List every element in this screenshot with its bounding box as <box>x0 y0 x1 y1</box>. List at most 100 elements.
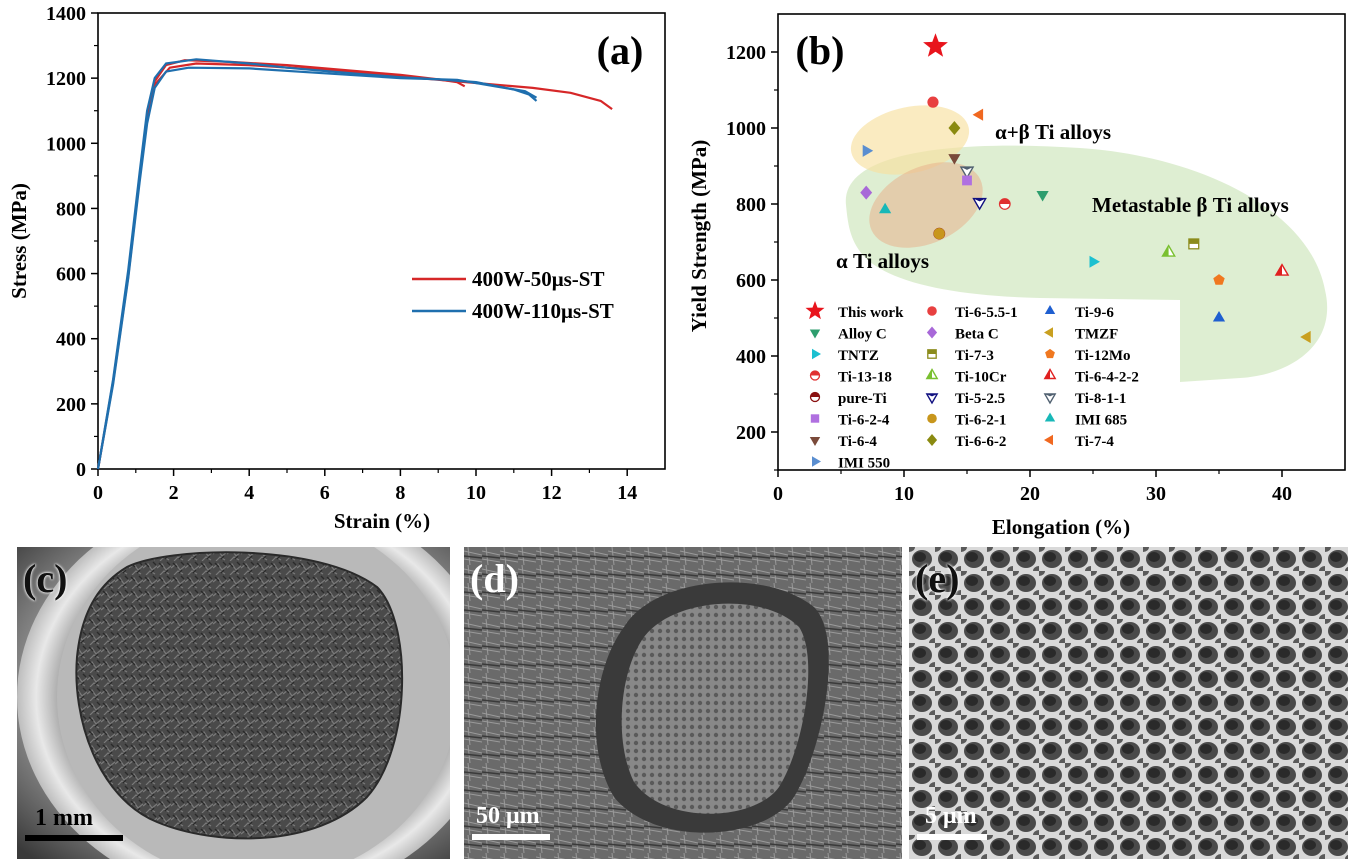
legend-marker-14 <box>1043 393 1057 405</box>
legend-marker-20 <box>1044 434 1053 446</box>
legend-label-6: TNTZ <box>838 348 879 364</box>
scale-bar-e <box>917 834 987 840</box>
x-tick-label-a: 0 <box>93 482 103 504</box>
panel-label-d: (d) <box>470 556 519 601</box>
legend-marker-16 <box>927 413 937 424</box>
legend-marker-5 <box>1044 327 1053 338</box>
legend-label-15: Ti-6-2-4 <box>838 413 890 429</box>
dimple-morphology-image: (e) 5 μm <box>909 547 1348 859</box>
data-point-20 <box>972 108 984 121</box>
data-point-4 <box>860 185 873 200</box>
y-tick-label-b: 800 <box>736 194 766 216</box>
y-tick-label-a: 1400 <box>46 3 86 25</box>
legend-label-10: Ti-10Cr <box>955 370 1007 386</box>
data-point-21 <box>862 144 874 157</box>
data-point-3 <box>1036 191 1049 202</box>
x-tick-label-a: 12 <box>542 482 562 504</box>
x-tick-label-b: 10 <box>894 483 914 505</box>
legend-marker-18 <box>809 437 821 446</box>
x-tick-label-b: 0 <box>773 483 783 505</box>
panel-label-a: (a) <box>597 28 644 73</box>
region-label-alpha-beta: α+β Ti alloys <box>995 120 1111 144</box>
legend-marker-21 <box>812 456 821 467</box>
fracture-overview-graphic <box>17 547 450 859</box>
fracture-overview-image: (c) 1 mm <box>17 547 450 859</box>
legend-label-4: Beta C <box>955 327 999 343</box>
panel-label-c: (c) <box>23 556 68 601</box>
fracture-detail-image: (d) 50 μm <box>464 547 902 859</box>
series-line-3 <box>96 66 538 470</box>
y-tick-label-b: 1000 <box>726 118 766 140</box>
y-tick-label-a: 400 <box>56 329 86 351</box>
data-point-5 <box>1300 330 1311 344</box>
legend-label-17: IMI 685 <box>1075 413 1127 429</box>
legend-marker-19 <box>926 434 938 446</box>
alpha-beta-region <box>850 105 970 175</box>
data-point-6 <box>1089 255 1100 268</box>
data-point-18 <box>948 154 961 165</box>
legend-label-50us: 400W-50μs-ST <box>472 267 604 291</box>
data-point-19 <box>948 121 961 135</box>
legend-label-20: Ti-7-4 <box>1075 434 1114 450</box>
legend-marker-7 <box>927 349 937 359</box>
alpha-region <box>869 162 983 248</box>
data-point-16 <box>933 228 945 240</box>
legend-marker-6 <box>812 348 821 360</box>
data-point-17 <box>879 202 892 214</box>
legend-marker-8 <box>1045 348 1055 359</box>
y-tick-label-b: 400 <box>736 346 766 368</box>
data-point-11 <box>1274 263 1290 276</box>
x-tick-label-a: 10 <box>466 482 486 504</box>
dimple-morphology-graphic <box>909 547 1348 859</box>
scale-label-e: 5 μm <box>925 803 977 829</box>
legend-label-9: Ti-13-18 <box>838 370 892 386</box>
stress-strain-chart: 0 2 4 6 8 10 12 14 0 200 400 600 800 1000 1200 1400 (a)… <box>7 3 666 533</box>
data-point-13 <box>972 197 987 211</box>
legend-label-3: Alloy C <box>838 327 887 343</box>
legend-label-13: Ti-5-2.5 <box>955 391 1005 407</box>
legend-marker-13 <box>925 393 939 405</box>
data-point-8 <box>1213 274 1225 285</box>
legend-marker-10 <box>925 368 939 380</box>
legend-label-21: IMI 550 <box>838 456 890 472</box>
fracture-detail-graphic <box>464 547 902 859</box>
legend-marker-15 <box>810 414 820 423</box>
legend-marker-17 <box>1044 412 1056 422</box>
region-label-alpha: α Ti alloys <box>836 249 929 273</box>
y-tick-label-b: 1200 <box>726 42 766 64</box>
legend-b: This work Ti-6-5.5-1 Ti-9-6 Alloy C Beta C TM… <box>805 301 1139 472</box>
legend-a: 400W-50μs-ST 400W-110μs-ST <box>412 267 614 323</box>
data-point-1 <box>927 96 939 108</box>
y-tick-label-a: 800 <box>56 198 86 220</box>
legend-marker-3 <box>809 329 821 339</box>
legend-label-19: Ti-6-6-2 <box>955 434 1006 450</box>
x-axis-label-b: Elongation (%) <box>992 515 1130 539</box>
legend-label-14: Ti-8-1-1 <box>1075 391 1126 407</box>
x-tick-label-b: 20 <box>1020 483 1040 505</box>
data-point-10 <box>1161 244 1176 257</box>
scale-label-d: 50 μm <box>476 803 540 829</box>
y-tick-label-a: 200 <box>56 394 86 416</box>
legend-label-11: Ti-6-4-2-2 <box>1075 370 1139 386</box>
legend-label-12: pure-Ti <box>838 391 887 407</box>
legend-label-110us: 400W-110μs-ST <box>472 299 614 323</box>
data-point-2 <box>1212 311 1226 322</box>
legend-marker-9 <box>809 370 821 381</box>
legend-label-0: This work <box>838 305 904 321</box>
x-tick-label-a: 6 <box>320 482 330 504</box>
x-tick-label-a: 2 <box>169 482 179 504</box>
legend-marker-2 <box>1044 305 1056 314</box>
yield-elongation-chart: 0 10 20 30 40 200 400 600 800 1000 1200 (b) α+β Ti… <box>687 13 1346 539</box>
x-tick-label-a: 4 <box>244 482 254 504</box>
legend-label-16: Ti-6-2-1 <box>955 413 1006 429</box>
legend-marker-4 <box>926 326 938 339</box>
x-axis-label-a: Strain (%) <box>334 509 430 533</box>
y-tick-label-b: 200 <box>736 422 766 444</box>
y-tick-label-a: 0 <box>76 459 86 481</box>
scale-bar-d <box>472 834 550 840</box>
legend-label-2: Ti-9-6 <box>1075 305 1114 321</box>
legend-label-1: Ti-6-5.5-1 <box>955 305 1018 321</box>
y-axis-label-b: Yield Strength (MPa) <box>687 140 711 332</box>
legend-marker-11 <box>1043 368 1057 380</box>
y-tick-label-a: 600 <box>56 264 86 286</box>
